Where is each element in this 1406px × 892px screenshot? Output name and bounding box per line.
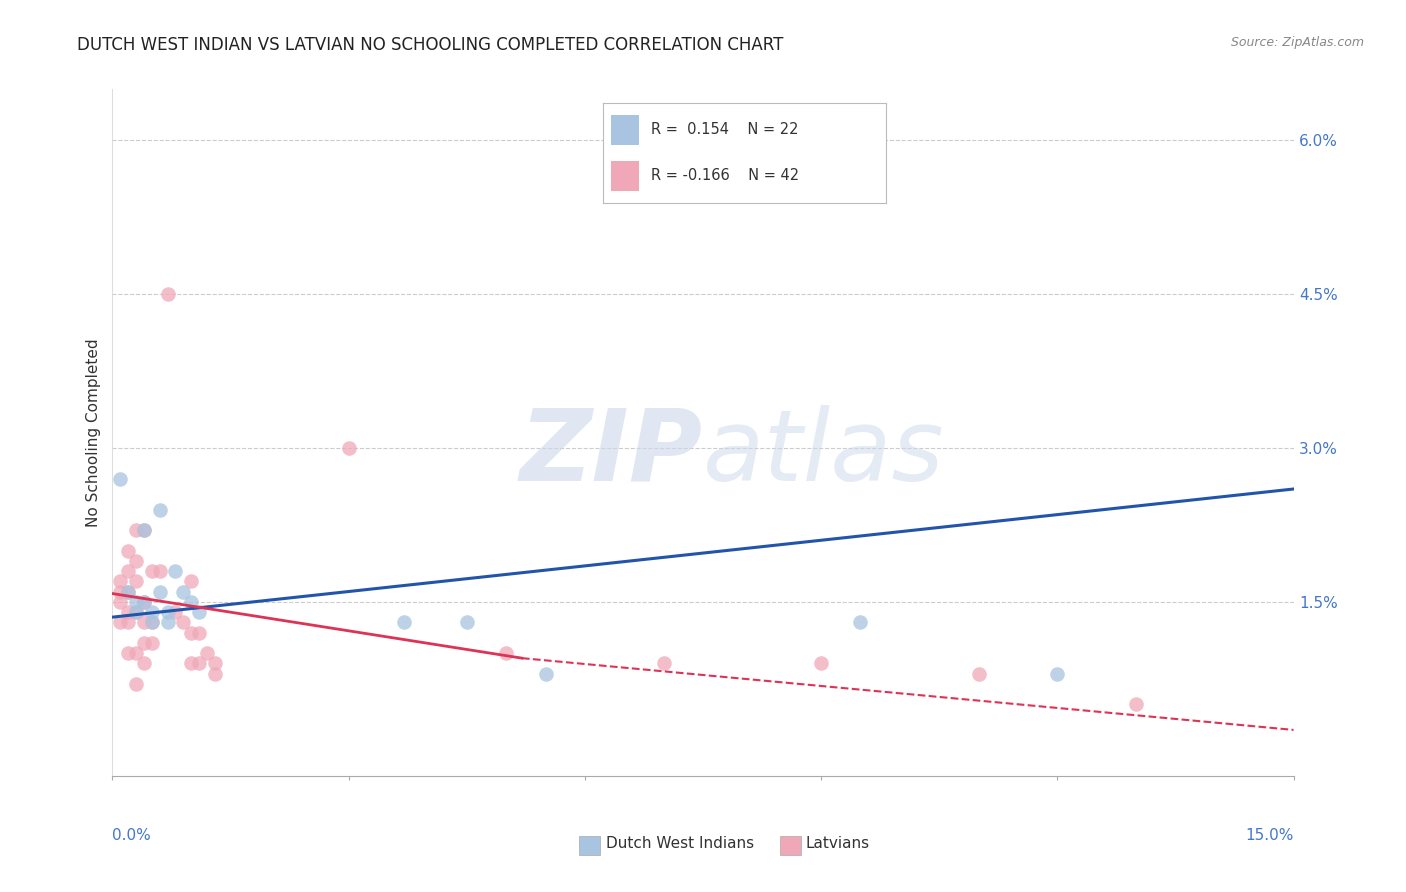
Point xyxy=(117,615,139,630)
Point xyxy=(204,666,226,681)
Point xyxy=(117,605,139,619)
Point xyxy=(132,523,155,537)
Point xyxy=(149,502,172,516)
Point xyxy=(110,574,132,589)
Point xyxy=(188,657,211,671)
Point xyxy=(156,615,179,630)
Point xyxy=(188,605,211,619)
Text: atlas: atlas xyxy=(703,405,945,501)
Point xyxy=(141,615,163,630)
Point xyxy=(967,666,990,681)
Point xyxy=(110,472,132,486)
Point xyxy=(1125,698,1147,712)
Point xyxy=(849,615,872,630)
Point xyxy=(125,677,148,691)
Text: Latvians: Latvians xyxy=(806,836,870,851)
Bar xyxy=(780,836,801,855)
Point xyxy=(165,605,187,619)
Point xyxy=(534,666,557,681)
Point xyxy=(117,543,139,558)
Point xyxy=(117,564,139,578)
Point xyxy=(188,625,211,640)
Point xyxy=(652,657,675,671)
Text: Source: ZipAtlas.com: Source: ZipAtlas.com xyxy=(1230,36,1364,49)
Point xyxy=(180,574,202,589)
Point xyxy=(149,564,172,578)
Point xyxy=(117,584,139,599)
Point xyxy=(132,595,155,609)
Point xyxy=(125,605,148,619)
Point xyxy=(141,564,163,578)
Y-axis label: No Schooling Completed: No Schooling Completed xyxy=(86,338,101,527)
Point xyxy=(125,646,148,660)
Point xyxy=(180,625,202,640)
Point xyxy=(117,646,139,660)
Point xyxy=(117,584,139,599)
Point xyxy=(204,657,226,671)
Point xyxy=(165,564,187,578)
Point xyxy=(132,657,155,671)
Text: Dutch West Indians: Dutch West Indians xyxy=(606,836,754,851)
Text: 15.0%: 15.0% xyxy=(1246,828,1294,843)
Point xyxy=(156,287,179,301)
Point xyxy=(337,441,360,455)
Point xyxy=(110,584,132,599)
Point xyxy=(132,615,155,630)
Point xyxy=(1046,666,1069,681)
Point xyxy=(810,657,832,671)
Point xyxy=(132,636,155,650)
Point xyxy=(125,574,148,589)
Point xyxy=(141,615,163,630)
Point xyxy=(125,554,148,568)
Point xyxy=(172,584,194,599)
Point xyxy=(723,164,745,178)
Point xyxy=(195,646,218,660)
Point xyxy=(132,595,155,609)
Point xyxy=(110,595,132,609)
Point xyxy=(456,615,478,630)
Point xyxy=(156,605,179,619)
Bar xyxy=(579,836,600,855)
Text: ZIP: ZIP xyxy=(520,405,703,501)
Point xyxy=(180,595,202,609)
Point xyxy=(172,615,194,630)
Point xyxy=(392,615,415,630)
Point xyxy=(110,615,132,630)
Point xyxy=(141,636,163,650)
Point xyxy=(132,523,155,537)
Point xyxy=(180,657,202,671)
Text: DUTCH WEST INDIAN VS LATVIAN NO SCHOOLING COMPLETED CORRELATION CHART: DUTCH WEST INDIAN VS LATVIAN NO SCHOOLIN… xyxy=(77,36,783,54)
Point xyxy=(141,605,163,619)
Point xyxy=(125,605,148,619)
Point xyxy=(125,595,148,609)
Point xyxy=(149,584,172,599)
Text: 0.0%: 0.0% xyxy=(112,828,152,843)
Point xyxy=(125,523,148,537)
Point xyxy=(495,646,517,660)
